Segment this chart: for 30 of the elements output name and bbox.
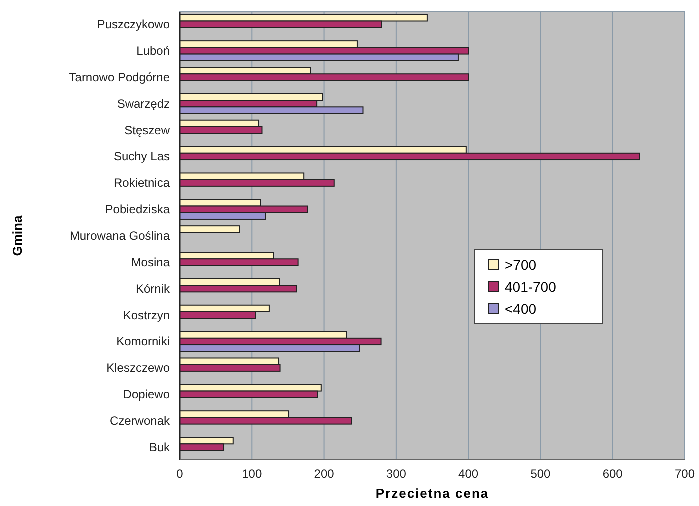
y-tick-label: Kleszczewo <box>106 361 170 376</box>
y-axis-title: Gmina <box>10 215 25 256</box>
y-tick-label: Kórnik <box>136 282 171 296</box>
y-tick-label: Puszczykowo <box>97 18 170 32</box>
y-tick-label: Buk <box>149 440 171 454</box>
y-tick-label: Suchy Las <box>114 150 170 164</box>
x-axis-title: Przecietna cena <box>376 486 490 501</box>
y-tick-label: Kostrzyn <box>123 308 170 322</box>
y-tick-label: Czerwonak <box>110 414 171 428</box>
x-tick-label: 600 <box>602 467 624 481</box>
x-tick-label: 400 <box>458 467 479 481</box>
legend-label: <400 <box>505 301 537 317</box>
y-tick-label: Tarnowo Podgórne <box>69 70 170 84</box>
y-tick-label: Rokietnica <box>114 176 170 190</box>
y-tick-label: Dopiewo <box>123 388 170 402</box>
y-tick-label: Luboń <box>136 44 170 58</box>
x-tick-label: 200 <box>314 467 335 481</box>
x-tick-label: 700 <box>674 467 696 481</box>
y-tick-label: Stęszew <box>124 123 170 138</box>
x-tick-label: 300 <box>386 467 407 481</box>
x-tick-label: 0 <box>176 467 184 481</box>
y-tick-label: Pobiedziska <box>105 202 170 217</box>
legend-label: >700 <box>505 257 537 273</box>
y-tick-label: Komorniki <box>116 334 170 349</box>
x-tick-label: 500 <box>530 467 552 481</box>
legend-label: 401-700 <box>505 279 557 295</box>
y-tick-label: Murowana Goślina <box>70 229 170 243</box>
y-tick-label: Swarzędz <box>117 96 170 111</box>
y-tick-label: Mosina <box>131 255 170 270</box>
x-tick-label: 100 <box>242 467 262 481</box>
